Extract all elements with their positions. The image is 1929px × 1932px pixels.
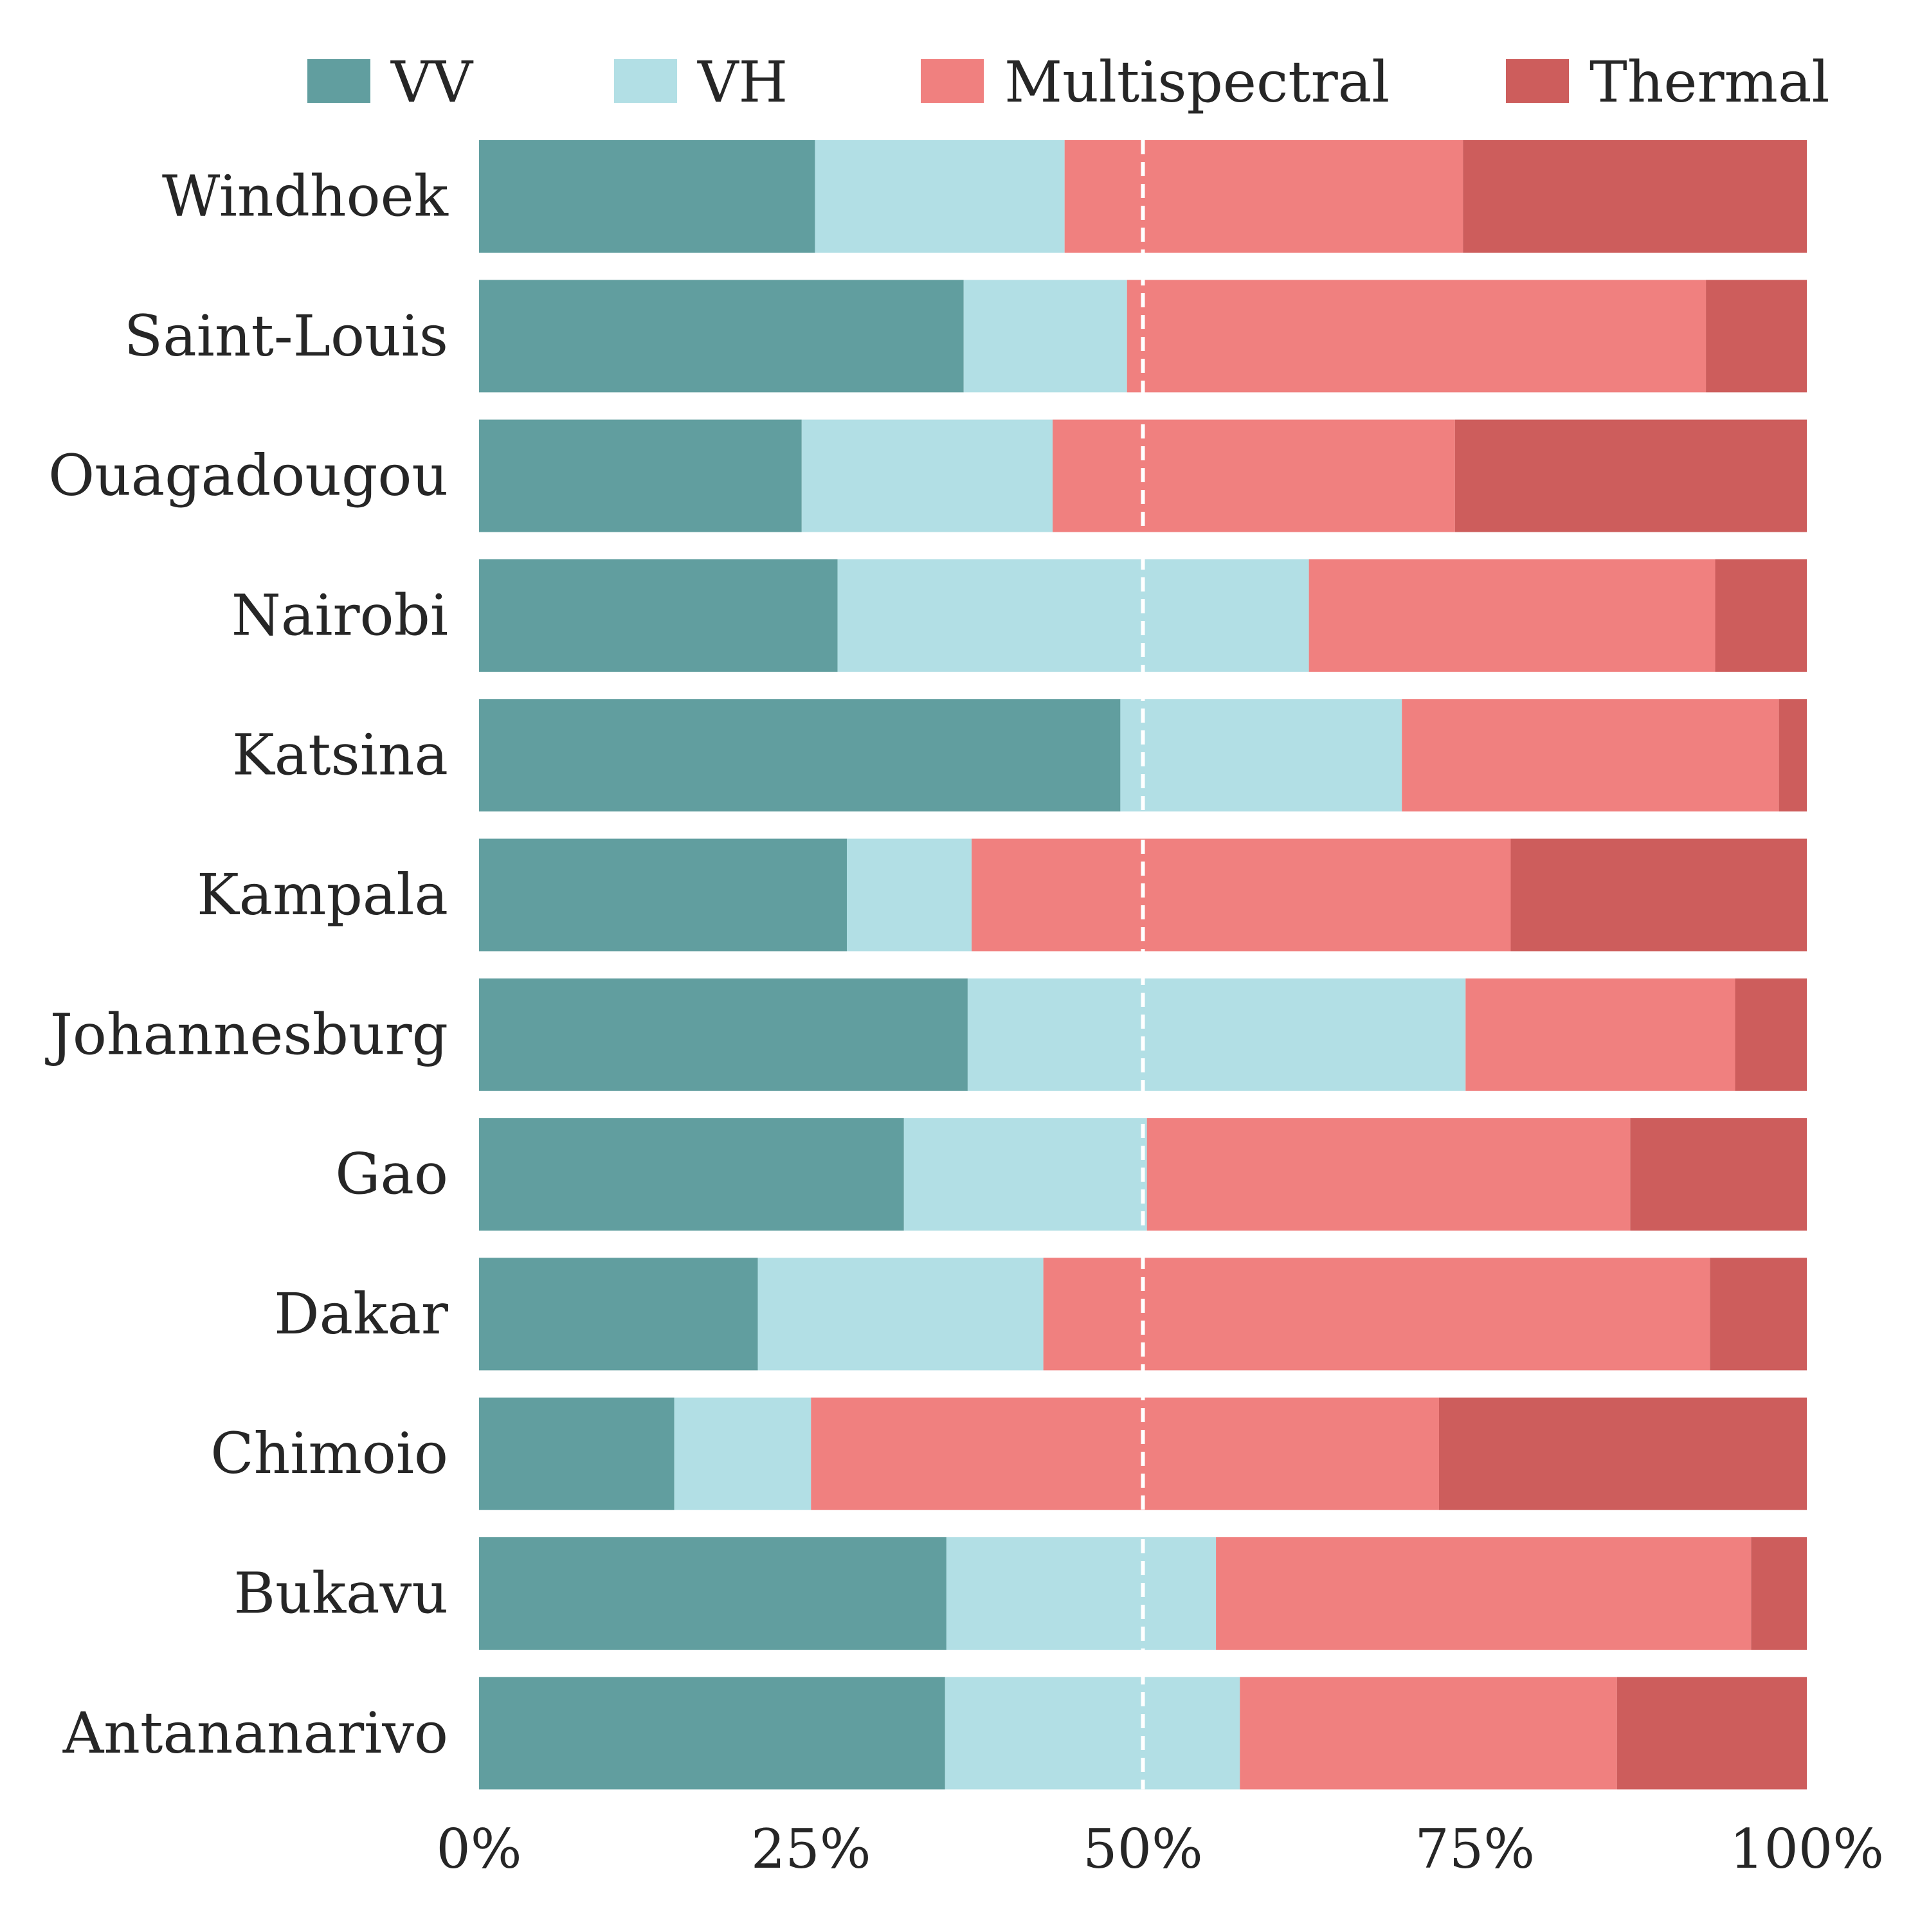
bar-segment-bukavu-vv xyxy=(479,1537,946,1650)
category-label-ouagadougou: Ouagadougou xyxy=(48,442,448,509)
category-label-chimoio: Chimoio xyxy=(210,1420,448,1486)
bar-segment-windhoek-vv xyxy=(479,140,815,253)
bar-segment-saint-louis-vh xyxy=(963,280,1127,393)
category-label-katsina: Katsina xyxy=(232,722,448,788)
category-label-johannesburg: Johannesburg xyxy=(45,1001,448,1067)
bar-segment-nairobi-multispectral xyxy=(1309,559,1716,672)
bar-segment-windhoek-thermal xyxy=(1463,140,1807,253)
bar-segment-bukavu-multispectral xyxy=(1216,1537,1752,1650)
legend-label-multispectral: Multispectral xyxy=(1004,49,1390,115)
bar-segment-dakar-vh xyxy=(757,1258,1044,1371)
bar-segment-antananarivo-vh xyxy=(945,1677,1240,1790)
bar-segment-windhoek-vh xyxy=(815,140,1065,253)
bar-segment-gao-multispectral xyxy=(1146,1118,1631,1231)
bar-segment-kampala-vv xyxy=(479,838,847,952)
legend-swatch-vh xyxy=(614,59,677,103)
category-label-saint-louis: Saint-Louis xyxy=(124,303,448,369)
bar-segment-gao-thermal xyxy=(1630,1118,1807,1231)
bars xyxy=(479,140,1807,1790)
bar-segment-katsina-multispectral xyxy=(1402,699,1779,812)
bar-segment-katsina-vh xyxy=(1120,699,1402,812)
legend-label-vh: VH xyxy=(697,49,788,115)
legend-swatch-multispectral xyxy=(921,59,984,103)
bar-segment-saint-louis-thermal xyxy=(1706,280,1807,393)
bar-segment-bukavu-thermal xyxy=(1751,1537,1807,1650)
bar-segment-katsina-vv xyxy=(479,699,1121,812)
bar-segment-johannesburg-vh xyxy=(967,978,1466,1091)
bar-segment-saint-louis-multispectral xyxy=(1127,280,1707,393)
bar-segment-kampala-thermal xyxy=(1510,838,1807,952)
bar-segment-nairobi-vh xyxy=(837,559,1309,672)
bar-segment-antananarivo-thermal xyxy=(1617,1677,1807,1790)
category-label-kampala: Kampala xyxy=(197,862,448,928)
bar-segment-dakar-multispectral xyxy=(1043,1258,1710,1371)
bar-segment-gao-vh xyxy=(903,1118,1147,1231)
category-label-dakar: Dakar xyxy=(274,1281,449,1347)
category-label-nairobi: Nairobi xyxy=(231,582,448,648)
legend-label-thermal: Thermal xyxy=(1589,49,1830,115)
x-tick-label-75: 75% xyxy=(1415,1818,1535,1881)
bar-segment-antananarivo-vv xyxy=(479,1677,945,1790)
bar-segment-dakar-thermal xyxy=(1710,1258,1807,1371)
bar-segment-bukavu-vh xyxy=(946,1537,1217,1650)
legend-label-vv: VV xyxy=(390,49,474,115)
bar-segment-ouagadougou-vh xyxy=(801,419,1053,532)
legend-swatch-thermal xyxy=(1506,59,1569,103)
x-tick-label-50: 50% xyxy=(1083,1818,1203,1881)
x-tick-label-25: 25% xyxy=(751,1818,871,1881)
x-tick-labels: 0% 25% 50% 75% 100% xyxy=(436,1818,1884,1881)
bar-segment-chimoio-thermal xyxy=(1438,1397,1807,1510)
x-tick-label-0: 0% xyxy=(436,1818,521,1881)
category-labels: Windhoek Saint-Louis Ouagadougou Nairobi Kat… xyxy=(45,163,449,1766)
bar-segment-saint-louis-vv xyxy=(479,280,964,393)
bar-segment-chimoio-multispectral xyxy=(811,1397,1439,1510)
bar-segment-chimoio-vh xyxy=(674,1397,811,1510)
x-tick-label-100: 100% xyxy=(1730,1818,1884,1881)
bar-segment-kampala-multispectral xyxy=(972,838,1511,952)
bar-segment-johannesburg-multispectral xyxy=(1465,978,1735,1091)
bar-segment-johannesburg-thermal xyxy=(1735,978,1807,1091)
bar-segment-antananarivo-multispectral xyxy=(1240,1677,1617,1790)
bar-segment-ouagadougou-multispectral xyxy=(1053,419,1455,532)
bar-segment-johannesburg-vv xyxy=(479,978,968,1091)
bar-segment-gao-vv xyxy=(479,1118,904,1231)
bar-segment-chimoio-vv xyxy=(479,1397,675,1510)
legend-swatch-vv xyxy=(307,59,370,103)
bar-segment-nairobi-vv xyxy=(479,559,838,672)
bar-segment-nairobi-thermal xyxy=(1715,559,1807,672)
bar-segment-windhoek-multispectral xyxy=(1064,140,1463,253)
bar-segment-katsina-thermal xyxy=(1779,699,1807,812)
bar-segment-kampala-vh xyxy=(847,838,972,952)
legend: VV VH Multispectral Thermal xyxy=(307,49,1830,115)
category-label-windhoek: Windhoek xyxy=(162,163,449,230)
category-label-antananarivo: Antananarivo xyxy=(62,1700,448,1766)
bar-segment-ouagadougou-thermal xyxy=(1454,419,1807,532)
category-label-bukavu: Bukavu xyxy=(233,1560,448,1627)
bar-segment-dakar-vv xyxy=(479,1258,758,1371)
bar-segment-ouagadougou-vv xyxy=(479,419,802,532)
category-label-gao: Gao xyxy=(335,1141,448,1207)
